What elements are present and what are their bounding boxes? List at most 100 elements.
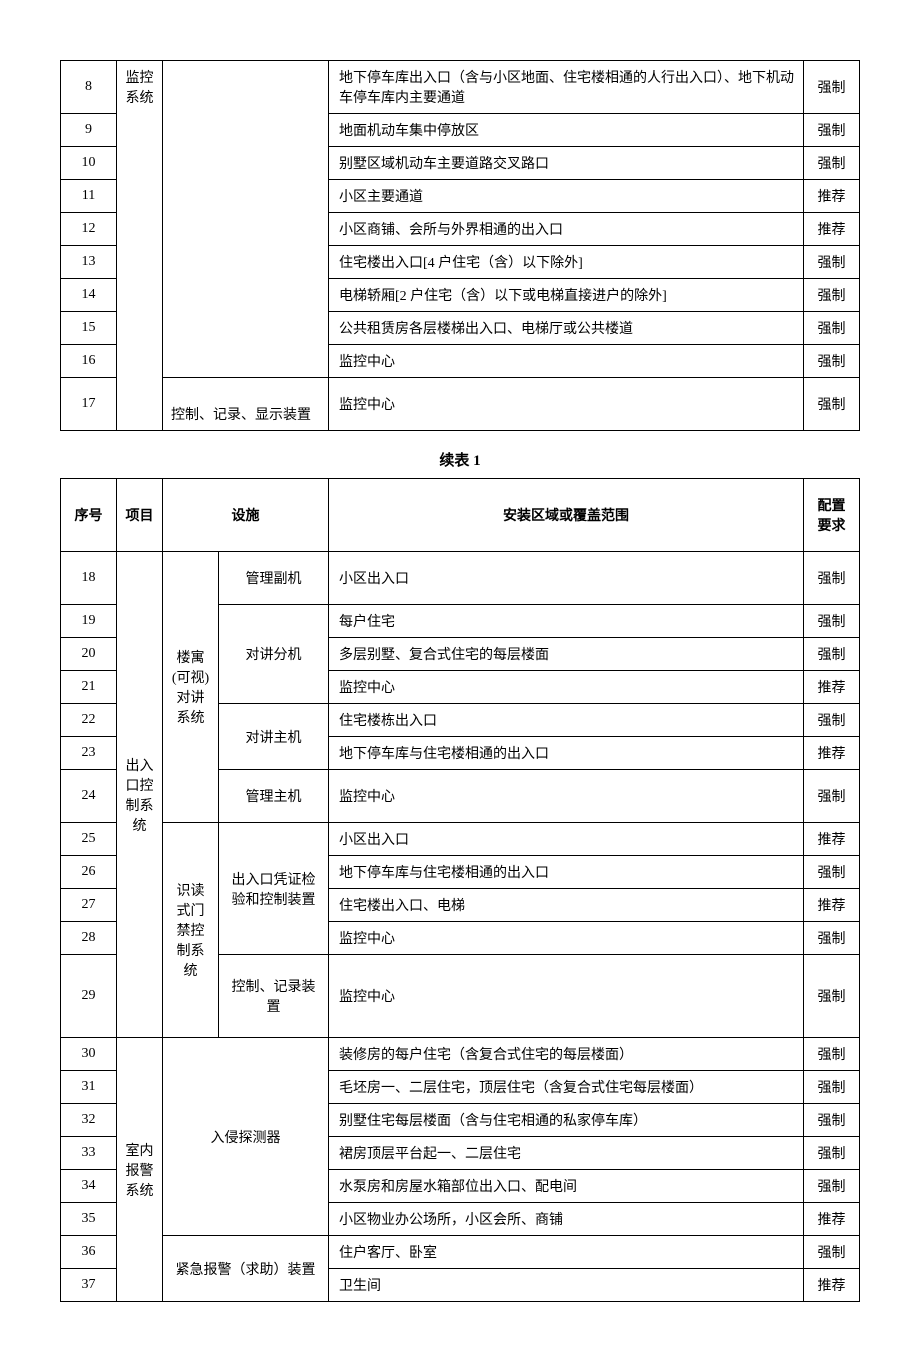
cell-seq: 25 [61, 823, 117, 856]
cell-requirement: 推荐 [804, 1269, 860, 1302]
cell-area: 公共租赁房各层楼梯出入口、电梯厅或公共楼道 [329, 312, 804, 345]
cell-area: 多层别墅、复合式住宅的每层楼面 [329, 638, 804, 671]
table-part-1: 8监控系统地下停车库出入口（含与小区地面、住宅楼相通的人行出入口）、地下机动车停… [60, 60, 860, 431]
cell-seq: 21 [61, 671, 117, 704]
cell-facility [163, 61, 329, 378]
cell-seq: 17 [61, 378, 117, 431]
cell-seq: 28 [61, 922, 117, 955]
cell-seq: 11 [61, 180, 117, 213]
cell-area: 小区物业办公场所，小区会所、商铺 [329, 1203, 804, 1236]
cell-requirement: 强制 [804, 605, 860, 638]
cell-area: 地下停车库出入口（含与小区地面、住宅楼相通的人行出入口）、地下机动车停车库内主要… [329, 61, 804, 114]
cell-area: 小区主要通道 [329, 180, 804, 213]
cell-seq: 10 [61, 147, 117, 180]
cell-requirement: 强制 [804, 378, 860, 431]
cell-seq: 32 [61, 1104, 117, 1137]
cell-area: 每户住宅 [329, 605, 804, 638]
cell-requirement: 推荐 [804, 889, 860, 922]
cell-requirement: 强制 [804, 638, 860, 671]
cell-seq: 26 [61, 856, 117, 889]
cell-requirement: 强制 [804, 1236, 860, 1269]
cell-area: 监控中心 [329, 671, 804, 704]
header-seq: 序号 [61, 479, 117, 552]
header-requirement: 配置要求 [804, 479, 860, 552]
cell-area: 小区出入口 [329, 823, 804, 856]
cell-seq: 22 [61, 704, 117, 737]
table-row: 30室内报警系统入侵探测器装修房的每户住宅（含复合式住宅的每层楼面）强制 [61, 1038, 860, 1071]
cell-requirement: 强制 [804, 147, 860, 180]
table-row: 18出入口控制系统楼寓(可视)对讲系统管理副机小区出入口强制 [61, 552, 860, 605]
cell-seq: 15 [61, 312, 117, 345]
cell-seq: 29 [61, 955, 117, 1038]
continuation-caption: 续表 1 [60, 449, 860, 470]
cell-requirement: 强制 [804, 246, 860, 279]
cell-area: 别墅区域机动车主要道路交叉路口 [329, 147, 804, 180]
cell-seq: 13 [61, 246, 117, 279]
table-header-row: 序号 项目 设施 安装区域或覆盖范围 配置要求 [61, 479, 860, 552]
cell-seq: 36 [61, 1236, 117, 1269]
header-area: 安装区域或覆盖范围 [329, 479, 804, 552]
cell-area: 地下停车库与住宅楼相通的出入口 [329, 737, 804, 770]
cell-seq: 20 [61, 638, 117, 671]
cell-seq: 27 [61, 889, 117, 922]
cell-seq: 34 [61, 1170, 117, 1203]
cell-facility: 入侵探测器 [163, 1038, 329, 1236]
cell-area: 监控中心 [329, 378, 804, 431]
cell-area: 小区出入口 [329, 552, 804, 605]
cell-area: 住户客厅、卧室 [329, 1236, 804, 1269]
cell-seq: 31 [61, 1071, 117, 1104]
cell-area: 毛坯房一、二层住宅，顶层住宅（含复合式住宅每层楼面） [329, 1071, 804, 1104]
cell-requirement: 推荐 [804, 737, 860, 770]
cell-requirement: 推荐 [804, 213, 860, 246]
table-row: 25识读式门禁控制系统出入口凭证检验和控制装置小区出入口推荐 [61, 823, 860, 856]
cell-area: 监控中心 [329, 922, 804, 955]
cell-requirement: 强制 [804, 1170, 860, 1203]
cell-area: 地下停车库与住宅楼相通的出入口 [329, 856, 804, 889]
cell-seq: 19 [61, 605, 117, 638]
cell-requirement: 强制 [804, 770, 860, 823]
cell-seq: 35 [61, 1203, 117, 1236]
header-project: 项目 [117, 479, 163, 552]
header-facility: 设施 [163, 479, 329, 552]
cell-area: 监控中心 [329, 770, 804, 823]
cell-area: 监控中心 [329, 345, 804, 378]
cell-requirement: 强制 [804, 1104, 860, 1137]
cell-area: 住宅楼栋出入口 [329, 704, 804, 737]
cell-facility: 控制、记录、显示装置 [163, 378, 329, 431]
cell-requirement: 强制 [804, 1038, 860, 1071]
cell-area: 装修房的每户住宅（含复合式住宅的每层楼面） [329, 1038, 804, 1071]
cell-seq: 24 [61, 770, 117, 823]
cell-seq: 30 [61, 1038, 117, 1071]
cell-requirement: 强制 [804, 1137, 860, 1170]
cell-facility-category: 楼寓(可视)对讲系统 [163, 552, 219, 823]
cell-area: 监控中心 [329, 955, 804, 1038]
cell-facility-device: 管理主机 [219, 770, 329, 823]
cell-seq: 9 [61, 114, 117, 147]
cell-area: 住宅楼出入口、电梯 [329, 889, 804, 922]
cell-seq: 18 [61, 552, 117, 605]
cell-requirement: 推荐 [804, 180, 860, 213]
cell-requirement: 推荐 [804, 671, 860, 704]
cell-area: 住宅楼出入口[4 户住宅（含）以下除外] [329, 246, 804, 279]
cell-project: 监控系统 [117, 61, 163, 431]
cell-seq: 33 [61, 1137, 117, 1170]
cell-area: 电梯轿厢[2 户住宅（含）以下或电梯直接进户的除外] [329, 279, 804, 312]
cell-area: 小区商铺、会所与外界相通的出入口 [329, 213, 804, 246]
cell-facility-device: 对讲分机 [219, 605, 329, 704]
cell-requirement: 推荐 [804, 823, 860, 856]
cell-seq: 16 [61, 345, 117, 378]
cell-seq: 12 [61, 213, 117, 246]
table-row: 8监控系统地下停车库出入口（含与小区地面、住宅楼相通的人行出入口）、地下机动车停… [61, 61, 860, 114]
table-row: 36紧急报警（求助）装置住户客厅、卧室强制 [61, 1236, 860, 1269]
cell-seq: 37 [61, 1269, 117, 1302]
cell-requirement: 强制 [804, 922, 860, 955]
cell-requirement: 强制 [804, 704, 860, 737]
cell-facility-category: 识读式门禁控制系统 [163, 823, 219, 1038]
cell-area: 别墅住宅每层楼面（含与住宅相通的私家停车库） [329, 1104, 804, 1137]
cell-requirement: 强制 [804, 345, 860, 378]
cell-requirement: 强制 [804, 312, 860, 345]
table-row: 17 控制、记录、显示装置监控中心强制 [61, 378, 860, 431]
cell-requirement: 强制 [804, 1071, 860, 1104]
cell-seq: 23 [61, 737, 117, 770]
cell-project: 出入口控制系统 [117, 552, 163, 1038]
